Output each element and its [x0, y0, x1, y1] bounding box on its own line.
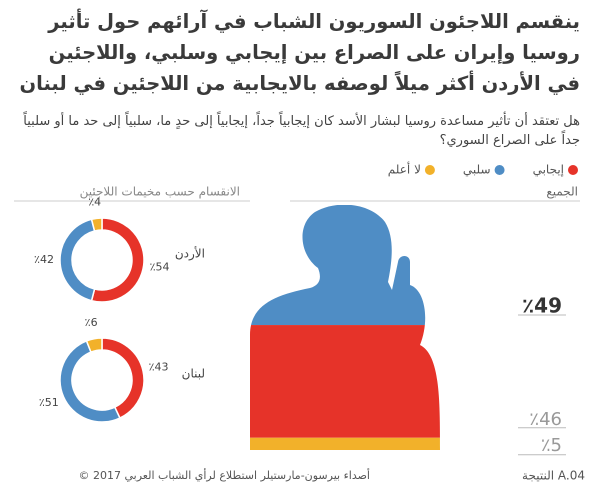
donut-segment: [101, 337, 145, 420]
value-label: ٪4: [88, 195, 101, 208]
legend-swatch: [424, 165, 435, 175]
donut-segment: [59, 339, 121, 423]
question: هل تعتقد أن تأثير مساعدة روسيا لبشار الأ…: [23, 114, 580, 148]
value-label: ٪46: [529, 409, 562, 430]
title: ينقسم اللاجئون السوريون الشباب في آرائهم…: [19, 10, 580, 95]
figure-band: [250, 437, 440, 450]
legend-swatch: [494, 165, 505, 175]
source: © أصداء بيرسون-مارستيلر استطلاع لرأي الش…: [79, 468, 371, 482]
finding: النتيجة A.04: [522, 469, 585, 483]
legend-label: سلبي: [463, 163, 491, 177]
donut-segment: [85, 337, 103, 354]
donut-segment: [59, 218, 96, 302]
subtitle: الجميع: [546, 185, 578, 199]
value-label: ٪49: [522, 294, 562, 318]
donut-segment: [90, 217, 103, 232]
value-label: ٪5: [541, 435, 562, 456]
legend-label: لا أعلم: [388, 162, 421, 177]
legend-label: إيجابي: [533, 163, 564, 177]
category-label: لبنان: [182, 367, 205, 381]
figure: [250, 205, 440, 450]
legend-swatch: [568, 165, 578, 175]
value-label: ٪6: [85, 316, 98, 329]
value-label: ٪54: [150, 260, 170, 273]
category-label: الأردن: [175, 246, 205, 262]
subtitle: الانقسام حسب مخيمات اللاجئين: [80, 185, 240, 200]
value-label: ٪51: [39, 396, 59, 409]
value-label: ٪42: [34, 253, 54, 266]
figure-band: [250, 325, 440, 438]
figure-band: [250, 205, 440, 326]
value-label: ٪43: [149, 360, 169, 373]
